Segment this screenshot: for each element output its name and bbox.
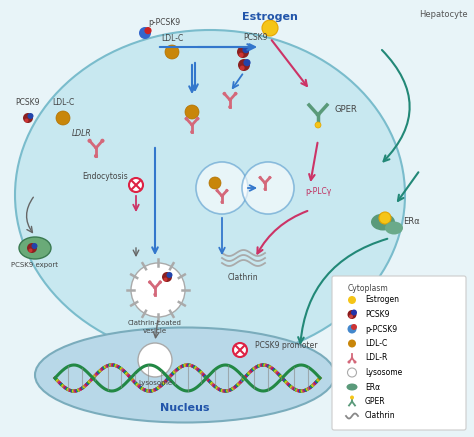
Text: p-PCSK9: p-PCSK9 (365, 325, 397, 333)
Circle shape (31, 243, 37, 249)
Ellipse shape (385, 222, 403, 235)
Circle shape (190, 130, 194, 134)
Text: ERα: ERα (403, 218, 419, 226)
Circle shape (228, 105, 232, 109)
Circle shape (184, 117, 188, 121)
Circle shape (268, 176, 271, 179)
Circle shape (196, 162, 248, 214)
Circle shape (347, 361, 350, 364)
Circle shape (56, 111, 70, 125)
Circle shape (262, 20, 278, 36)
Circle shape (233, 343, 247, 357)
Text: Estrogen: Estrogen (242, 12, 298, 22)
Circle shape (88, 139, 91, 143)
Circle shape (351, 309, 357, 316)
Text: Clathrin: Clathrin (365, 412, 396, 420)
Circle shape (166, 272, 173, 278)
Text: Lysosome: Lysosome (138, 380, 172, 386)
Text: Clathrin-coated: Clathrin-coated (128, 320, 182, 326)
Text: GPER: GPER (335, 105, 358, 114)
Text: GPER: GPER (365, 397, 386, 406)
Text: LDL-C: LDL-C (365, 339, 387, 348)
Circle shape (240, 66, 245, 70)
Circle shape (354, 361, 356, 364)
Circle shape (242, 162, 294, 214)
Circle shape (239, 52, 244, 57)
Circle shape (264, 187, 266, 191)
Circle shape (139, 27, 151, 39)
Ellipse shape (19, 237, 51, 259)
Circle shape (238, 59, 250, 71)
Circle shape (158, 281, 162, 284)
Circle shape (350, 395, 354, 399)
Circle shape (27, 113, 34, 119)
Circle shape (351, 324, 357, 330)
Text: ERα: ERα (365, 382, 380, 392)
Text: vesicle: vesicle (143, 328, 167, 334)
Circle shape (244, 59, 251, 66)
Text: PCSK9 export: PCSK9 export (11, 262, 58, 268)
Circle shape (131, 263, 185, 317)
Circle shape (28, 249, 33, 253)
Text: p-PCSK9: p-PCSK9 (148, 18, 180, 27)
Text: Nucleus: Nucleus (160, 403, 210, 413)
Circle shape (347, 325, 356, 333)
Circle shape (165, 45, 179, 59)
Circle shape (379, 212, 391, 224)
Circle shape (162, 272, 172, 282)
Ellipse shape (15, 30, 405, 360)
Circle shape (237, 46, 249, 58)
Circle shape (315, 122, 321, 128)
Text: Lysosome: Lysosome (365, 368, 402, 377)
Ellipse shape (35, 327, 335, 423)
Circle shape (129, 178, 143, 192)
Text: LDL-C: LDL-C (52, 98, 74, 107)
Ellipse shape (346, 384, 357, 391)
Circle shape (23, 113, 33, 123)
Circle shape (145, 27, 152, 34)
Circle shape (216, 189, 219, 192)
Circle shape (164, 277, 167, 281)
Text: Estrogen: Estrogen (365, 295, 399, 305)
Text: PCSK9: PCSK9 (365, 310, 390, 319)
Text: LDLR: LDLR (72, 128, 92, 138)
Text: PCSK9: PCSK9 (243, 33, 267, 42)
Text: PCSK9: PCSK9 (16, 98, 40, 107)
Circle shape (27, 243, 37, 253)
Circle shape (242, 46, 250, 53)
Circle shape (94, 154, 98, 158)
Circle shape (209, 177, 221, 189)
Circle shape (348, 296, 356, 304)
Circle shape (138, 343, 172, 377)
Circle shape (259, 176, 262, 179)
Circle shape (25, 118, 28, 122)
Circle shape (347, 310, 356, 319)
Text: Endocytosis: Endocytosis (82, 172, 128, 181)
Circle shape (348, 340, 356, 347)
FancyBboxPatch shape (332, 276, 466, 430)
Text: Cytoplasm: Cytoplasm (348, 284, 389, 293)
Circle shape (220, 201, 224, 204)
Circle shape (148, 281, 152, 284)
Circle shape (185, 105, 199, 119)
Circle shape (225, 189, 228, 192)
Text: Clathrin: Clathrin (228, 273, 258, 282)
Text: p-PLCγ: p-PLCγ (305, 187, 331, 197)
Text: Hepatocyte: Hepatocyte (419, 10, 468, 19)
Text: LDL-C: LDL-C (161, 34, 183, 43)
Circle shape (223, 92, 226, 96)
Circle shape (196, 117, 200, 121)
Circle shape (100, 139, 104, 143)
Circle shape (234, 92, 237, 96)
Text: PCSK9 promoter: PCSK9 promoter (255, 340, 318, 350)
Ellipse shape (371, 214, 395, 230)
Text: LDL-R: LDL-R (365, 354, 387, 363)
Circle shape (153, 293, 157, 296)
Circle shape (347, 368, 356, 377)
Circle shape (349, 315, 353, 319)
